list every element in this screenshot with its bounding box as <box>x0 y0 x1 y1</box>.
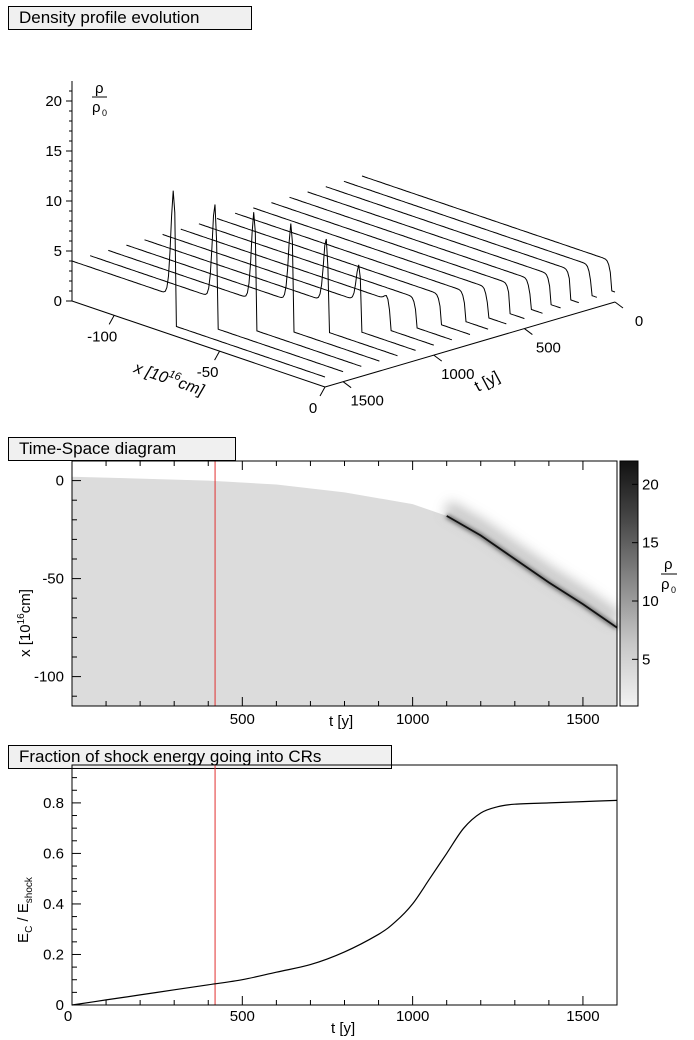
z-axis-label-num: ρ <box>95 80 104 97</box>
heatmap-precursor <box>443 500 621 625</box>
density-profile-line <box>253 207 507 325</box>
x-tick-label: 500 <box>230 711 255 728</box>
z-axis-label-den-sub: 0 <box>102 108 107 118</box>
panel-title-timespace: Time-Space diagram <box>8 437 236 461</box>
colorbar-label-num: ρ <box>664 556 673 573</box>
t-axis-line <box>324 301 616 388</box>
y-tick-label: -50 <box>42 571 64 588</box>
energy-fraction-line <box>71 799 618 1006</box>
density-profile-line <box>198 223 453 341</box>
colorbar-label-den: ρ <box>661 576 670 593</box>
z-tick-label: 20 <box>45 93 62 110</box>
x-tick-label: 0 <box>309 400 317 417</box>
t-tick-label: 500 <box>536 340 561 357</box>
density-profile-line <box>343 180 598 298</box>
t-tick-label: 0 <box>635 313 643 330</box>
colorbar-tick-label: 15 <box>642 535 659 552</box>
panel-title-density: Density profile evolution <box>8 6 252 30</box>
colorbar <box>619 460 639 707</box>
density-profile-line <box>89 204 344 373</box>
density-profile-line <box>234 212 489 330</box>
colorbar-label-den-sub: 0 <box>671 585 676 595</box>
density-profile-line <box>216 218 471 335</box>
density-profile-line <box>126 223 380 362</box>
t-tick <box>614 301 624 309</box>
heatmap-shocked-region <box>72 476 617 706</box>
y-tick-label: 0 <box>56 473 64 490</box>
t-tick-label: 1500 <box>350 393 383 410</box>
colorbar-tick-label: 10 <box>642 593 659 610</box>
time-space-chart: 500 1000 1500 0 -50 -100 5 10 15 20 t [y] x [1016… <box>16 460 677 730</box>
density-profile-line <box>361 175 616 293</box>
x-tick-label: 1500 <box>566 1008 599 1025</box>
x-tick-label: 0 <box>64 1008 72 1025</box>
x-tick-label: -100 <box>87 328 117 345</box>
t-tick-label: 1000 <box>441 366 474 383</box>
x-axis-label: t [y] <box>331 1020 355 1037</box>
y-tick-label: 0 <box>56 997 64 1014</box>
density-profile-line <box>144 238 398 357</box>
density-profile-line <box>307 191 561 309</box>
y-axis-label: EC / Eshock <box>15 876 35 943</box>
x-tick-label: 1000 <box>396 711 429 728</box>
z-tick-label: 5 <box>54 243 62 260</box>
y-tick-label: 0.8 <box>43 795 64 812</box>
t-tick <box>433 354 443 362</box>
y-tick-label: -100 <box>34 669 64 686</box>
colorbar-tick-label: 5 <box>642 651 650 668</box>
t-tick <box>342 381 352 389</box>
density-profile-line <box>180 228 434 346</box>
x-tick-label: 1000 <box>396 1008 429 1025</box>
energy-fraction-chart: 0 500 1000 1500 0 0.2 0.4 0.6 0.8 t [y] EC / Esh… <box>15 764 618 1037</box>
z-tick-label: 0 <box>54 293 62 310</box>
x-axis-label: t [y] <box>329 713 353 730</box>
y-tick-label: 0.4 <box>43 896 64 913</box>
z-tick-label: 10 <box>45 193 62 210</box>
density-profile-line <box>108 212 362 367</box>
plot-frame <box>71 764 618 1006</box>
x-tick <box>214 350 221 361</box>
colorbar-tick-label: 20 <box>642 476 659 493</box>
density-profile-line <box>71 190 326 378</box>
x-tick-label: 1500 <box>566 711 599 728</box>
density-profile-line <box>325 186 579 304</box>
z-tick-label: 15 <box>45 143 62 160</box>
density-profile-line <box>289 196 543 314</box>
t-tick <box>524 328 533 335</box>
t-axis-label: t [y] <box>472 368 503 395</box>
x-tick-label: -50 <box>197 364 219 381</box>
y-tick-label: 0.6 <box>43 845 64 862</box>
z-axis-label-den: ρ <box>92 99 101 116</box>
heatmap-shock-ridge <box>446 515 618 629</box>
y-axis-label: x [1016cm] <box>16 589 34 657</box>
x-tick <box>319 386 326 397</box>
x-tick <box>108 315 115 325</box>
density-profile-line <box>271 202 525 320</box>
y-tick-label: 0.2 <box>43 946 64 963</box>
density-profile-line <box>162 233 416 351</box>
x-tick-label: 500 <box>230 1008 255 1025</box>
